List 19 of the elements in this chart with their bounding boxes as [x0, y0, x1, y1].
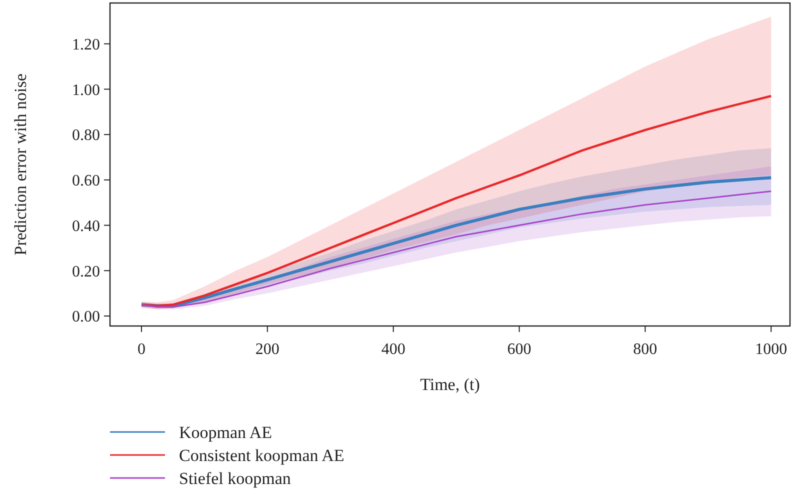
y-tick-label: 1.20 — [72, 36, 100, 54]
x-tick-label: 800 — [633, 341, 658, 358]
x-tick-label: 0 — [137, 341, 146, 358]
legend-label: Koopman AE — [179, 422, 272, 442]
x-tick-label: 1000 — [755, 341, 788, 358]
line-series — [140, 94, 772, 307]
x-tick-label: 400 — [381, 341, 406, 358]
y-tick-label: 0.80 — [72, 127, 100, 144]
y-tick-label: 0.20 — [72, 263, 100, 280]
x-tick-label: 600 — [507, 341, 532, 358]
y-tick-label: 1.00 — [72, 82, 100, 99]
x-axis-title: Time, (t) — [420, 375, 480, 394]
y-tick-label: 0.00 — [72, 308, 100, 326]
y-tick-label: 0.60 — [72, 172, 100, 190]
legend-label: Stiefel koopman — [179, 468, 292, 488]
y-axis-title: Prediction error with noise — [11, 74, 30, 256]
y-tick-label: 0.40 — [72, 218, 100, 235]
x-tick-label: 200 — [255, 341, 280, 358]
legend-label: Consistent koopman AE — [179, 446, 344, 465]
